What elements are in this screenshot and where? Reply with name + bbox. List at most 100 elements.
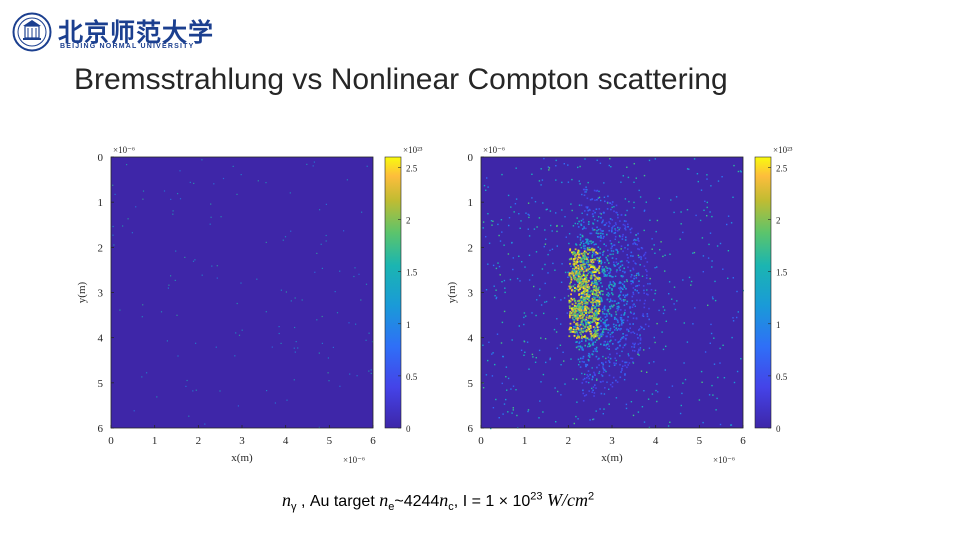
data-point xyxy=(538,180,541,182)
data-point xyxy=(606,381,608,383)
data-point xyxy=(619,269,621,271)
data-point xyxy=(620,245,623,247)
data-point xyxy=(608,348,610,350)
data-point xyxy=(541,268,544,270)
hotspot-point xyxy=(594,332,597,334)
data-point xyxy=(571,209,573,212)
data-point xyxy=(653,244,655,246)
x-axis-exponent: ×10⁻⁶ xyxy=(343,455,365,465)
data-point xyxy=(610,300,612,302)
data-point xyxy=(586,279,588,281)
data-point xyxy=(611,201,614,203)
data-point xyxy=(585,337,587,340)
data-point xyxy=(719,242,722,245)
data-point xyxy=(622,250,624,253)
data-point xyxy=(542,202,544,204)
data-point xyxy=(620,314,623,316)
data-point xyxy=(585,290,588,292)
hotspot-point xyxy=(574,254,576,257)
data-point xyxy=(620,317,623,319)
data-point xyxy=(706,215,708,217)
data-point xyxy=(313,161,315,163)
data-point xyxy=(614,300,616,302)
data-point xyxy=(644,257,647,260)
data-point xyxy=(654,158,656,160)
data-point xyxy=(712,298,714,300)
data-point xyxy=(576,236,579,238)
hotspot-point xyxy=(591,293,594,295)
data-point xyxy=(620,282,622,284)
x-tick-label: 0 xyxy=(478,435,484,447)
data-point xyxy=(491,224,493,226)
data-point xyxy=(582,260,585,262)
data-point xyxy=(600,333,603,336)
data-point xyxy=(507,411,509,413)
hotspot-point xyxy=(591,315,594,317)
data-point xyxy=(495,296,498,299)
colorbar-tick-label: 1.5 xyxy=(406,268,418,278)
data-point xyxy=(624,271,626,273)
hotspot-point xyxy=(591,266,593,268)
data-point xyxy=(635,389,638,392)
hotspot-point xyxy=(582,331,584,334)
data-point xyxy=(623,280,626,283)
data-point xyxy=(664,254,666,256)
data-point xyxy=(619,355,621,357)
data-point xyxy=(576,401,578,403)
data-point xyxy=(614,275,617,277)
hotspot-point xyxy=(581,267,583,269)
data-point xyxy=(568,242,570,245)
data-point xyxy=(626,280,628,283)
hotspot-point xyxy=(582,263,585,266)
data-point xyxy=(596,229,598,232)
data-point xyxy=(605,222,608,224)
data-point xyxy=(538,349,541,352)
hotspot-point xyxy=(569,282,571,285)
data-point xyxy=(192,390,194,392)
data-point xyxy=(646,270,648,273)
data-point xyxy=(627,316,629,318)
data-point xyxy=(627,266,629,269)
data-point xyxy=(622,294,625,296)
data-point xyxy=(574,283,576,286)
data-point xyxy=(598,322,600,325)
data-point xyxy=(583,242,585,245)
hotspot-point xyxy=(583,265,586,268)
data-point xyxy=(625,220,627,223)
y-tick-label: 5 xyxy=(468,378,474,390)
data-point xyxy=(512,385,515,387)
data-point xyxy=(141,316,143,318)
data-point xyxy=(220,216,222,218)
data-point xyxy=(599,240,602,242)
data-point xyxy=(572,378,574,380)
hotspot-point xyxy=(572,306,575,309)
data-point xyxy=(368,370,370,372)
data-point xyxy=(582,355,585,358)
data-point xyxy=(603,323,605,325)
data-point xyxy=(580,333,582,335)
data-point xyxy=(732,317,734,319)
data-point xyxy=(621,320,623,323)
data-point xyxy=(492,407,495,409)
data-point xyxy=(629,306,631,308)
data-point xyxy=(610,304,613,307)
data-point xyxy=(616,352,618,355)
data-point xyxy=(584,300,587,302)
hotspot-point xyxy=(571,251,573,254)
data-point xyxy=(595,190,598,192)
data-point xyxy=(639,347,642,349)
data-point xyxy=(624,373,626,375)
y-tick-label: 1 xyxy=(468,197,474,209)
data-point xyxy=(610,275,613,278)
data-point xyxy=(316,319,318,321)
data-point xyxy=(604,308,606,311)
data-point xyxy=(611,219,614,221)
data-point xyxy=(168,284,170,286)
data-point xyxy=(630,282,633,285)
data-point xyxy=(602,293,604,296)
hotspot-point xyxy=(593,293,595,296)
data-point xyxy=(497,223,499,226)
hotspot-point xyxy=(580,266,583,268)
data-point xyxy=(606,233,608,236)
data-point xyxy=(501,321,504,324)
